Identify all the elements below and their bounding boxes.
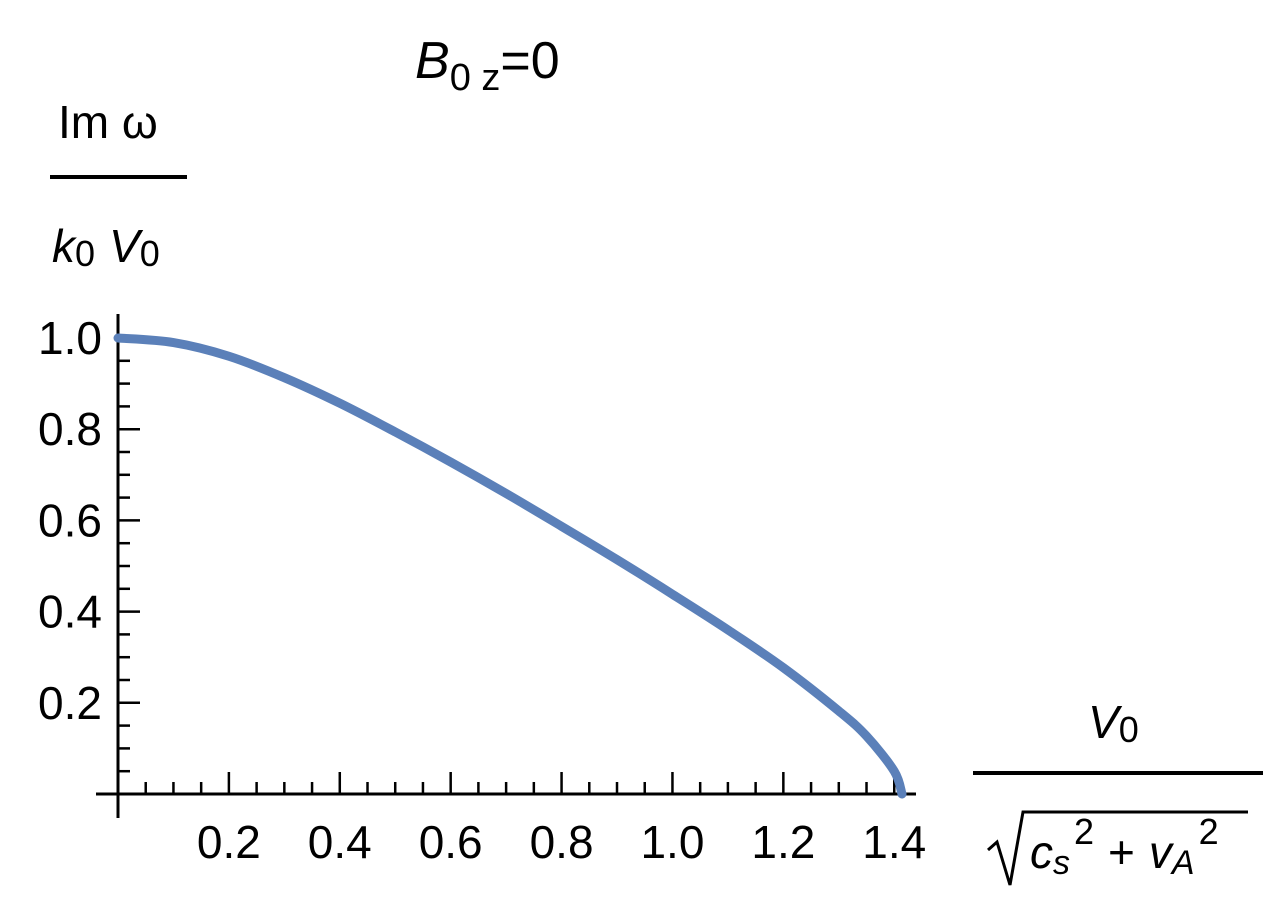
x-axis-label: V0 cs2 + vA2 [973,696,1263,886]
x-label-denominator: cs2 + vA2 [1030,811,1219,882]
title-rest: =0 [500,32,559,90]
x-tick-label: 0.2 [197,816,261,868]
axis-ticks [118,336,896,794]
y-tick-label: 0.2 [38,677,102,729]
y-label-denominator: k0 V0 [52,220,160,274]
sqrt-sign [987,810,1248,886]
y-label-numerator: Im ω [58,96,158,148]
x-tick-label: 1.0 [640,816,704,868]
x-tick-label: 0.6 [419,816,483,868]
chart-title: B0 z=0 [415,32,560,99]
x-tick-label: 0.4 [308,816,372,868]
title-base: B [415,32,450,90]
series-line-0 [113,333,907,799]
y-tick-label: 0.6 [38,494,102,546]
y-axis-label: Im ω k0 V0 [50,96,187,274]
x-label-numerator: V0 [1088,696,1139,750]
x-tick-label: 1.4 [862,816,926,868]
series-layer [113,333,907,799]
x-tick-label: 1.2 [751,816,815,868]
y-tick-label: 0.4 [38,586,102,638]
y-tick-label: 0.8 [38,403,102,455]
x-tick-label: 0.8 [530,816,594,868]
y-tick-label: 1.0 [38,312,102,364]
title-sub: 0 z [450,57,501,99]
axis-tick-labels: 0.2 0.4 0.6 0.8 1.0 1.2 1.4 0.2 0.4 0.6 0.8 1.0 [38,312,926,868]
